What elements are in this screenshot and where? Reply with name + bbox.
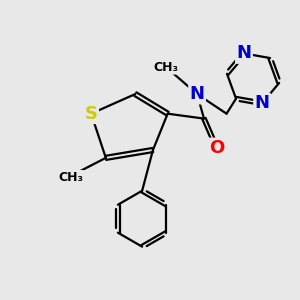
Text: O: O <box>209 139 224 157</box>
Text: CH₃: CH₃ <box>58 171 83 184</box>
Text: CH₃: CH₃ <box>154 61 179 74</box>
Text: S: S <box>85 105 98 123</box>
Text: N: N <box>190 85 205 103</box>
Text: N: N <box>255 94 270 112</box>
Text: N: N <box>236 44 251 62</box>
